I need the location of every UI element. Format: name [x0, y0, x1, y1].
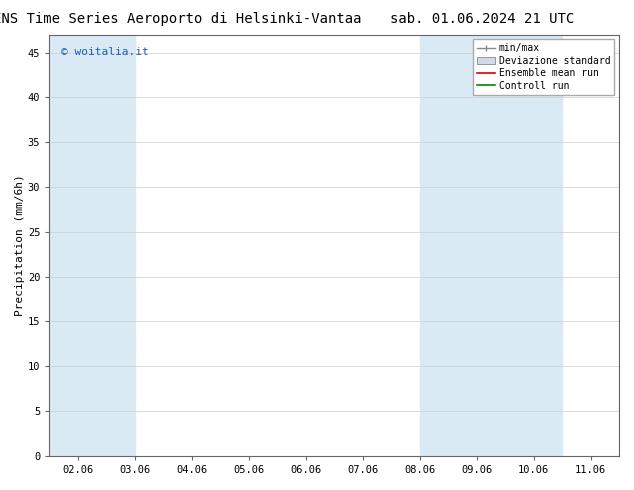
Bar — [619, 35, 634, 456]
Text: ENS Time Series Aeroporto di Helsinki-Vantaa: ENS Time Series Aeroporto di Helsinki-Va… — [0, 12, 362, 26]
Bar — [49, 35, 135, 456]
Legend: min/max, Deviazione standard, Ensemble mean run, Controll run: min/max, Deviazione standard, Ensemble m… — [474, 40, 614, 95]
Text: sab. 01.06.2024 21 UTC: sab. 01.06.2024 21 UTC — [390, 12, 574, 26]
Text: © woitalia.it: © woitalia.it — [61, 47, 148, 57]
Y-axis label: Precipitation (mm/6h): Precipitation (mm/6h) — [15, 174, 25, 316]
Bar — [420, 35, 562, 456]
